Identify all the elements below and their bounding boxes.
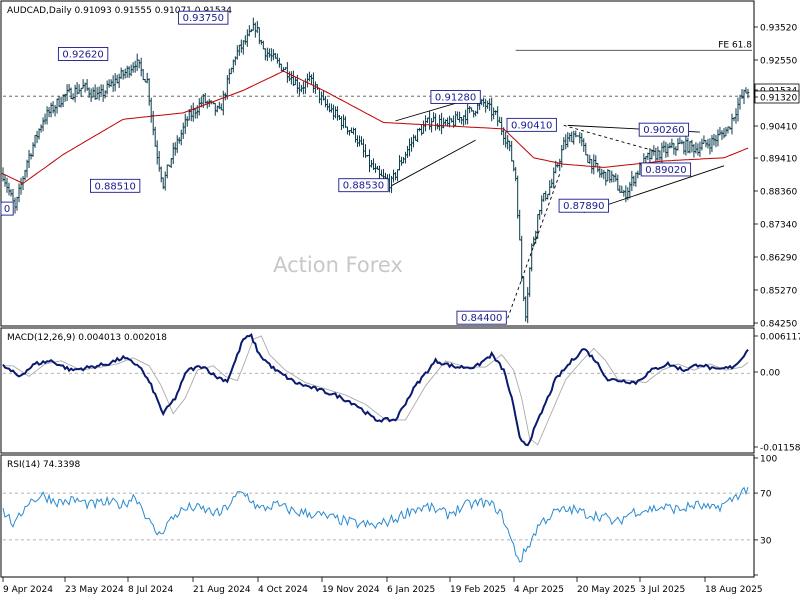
macd-axis: 0.006117 0.00 -0.011587	[754, 333, 800, 454]
annotation-label: 0.89020	[645, 165, 686, 176]
price-tick-label: 0.86290	[760, 254, 797, 264]
date-tick-label: 21 Aug 2024	[193, 585, 251, 595]
rsi-tick-label: 70	[760, 490, 772, 500]
annotation-box: 0.84400	[456, 310, 507, 325]
price-panel-frame	[0, 0, 755, 327]
annotation-box: 0.93750	[178, 10, 229, 25]
annotation-label: 0.88510	[94, 181, 135, 192]
rsi-line	[2, 486, 749, 563]
price-tick-label: 0.87340	[760, 221, 797, 231]
ma-line	[2, 70, 749, 184]
annotation-box: 0.87890	[558, 198, 609, 213]
price-annotations: 0.92620 0.93750 0.88510 0.91280 0.88530 0.904…	[0, 10, 692, 325]
annotation-box: 0.88530	[338, 178, 389, 193]
annotation-label: 0.91280	[435, 92, 476, 103]
price-tick-label: 0.91320	[760, 94, 797, 104]
macd-main-line	[2, 333, 749, 447]
date-tick-label: 4 Apr 2025	[514, 585, 564, 595]
trendline-dashed-pullback	[563, 124, 656, 152]
macd-header: MACD(12,26,9) 0.004013 0.002018	[7, 333, 167, 343]
date-tick-label: 3 Jul 2025	[640, 585, 685, 595]
rsi-header: RSI(14) 74.3398	[7, 460, 80, 470]
macd-series	[2, 333, 752, 447]
annotation-box: 0.90260	[638, 122, 690, 137]
rsi-tick-label: 100	[760, 455, 777, 465]
annotation-box: 0.90410	[506, 117, 557, 132]
rsi-axis: 100 70 30	[754, 455, 777, 576]
price-tick-label: 0.90410	[760, 123, 797, 133]
price-tick-label: 0.84250	[760, 320, 797, 330]
macd-panel-frame	[0, 327, 755, 454]
annotation-label: 0.88530	[343, 181, 384, 192]
annotation-box: 0	[0, 201, 14, 216]
annotation-label: 0.90410	[511, 120, 552, 131]
date-tick-label: 6 Jan 2025	[387, 585, 435, 595]
price-tick-label: 0.93520	[760, 24, 797, 34]
price-header: AUDCAD,Daily 0.91093 0.91555 0.91071 0.9…	[7, 6, 232, 16]
date-tick-label: 20 May 2025	[577, 585, 636, 595]
rsi-series	[2, 486, 752, 563]
rsi-tick-label: 30	[760, 536, 772, 546]
date-tick-label: 4 Oct 2024	[258, 585, 308, 595]
macd-tick-label: 0.00	[760, 369, 780, 379]
trendline-lower-channel	[391, 139, 476, 187]
price-tick-label: 0.88360	[760, 188, 797, 198]
date-tick-label: 19 Feb 2025	[450, 585, 506, 595]
annotation-box: 0.89020	[640, 162, 692, 177]
date-tick-label: 8 Jul 2024	[128, 585, 173, 595]
annotation-box: 0.91280	[430, 90, 481, 104]
annotation-label: 0.93750	[183, 13, 224, 24]
date-tick-label: 9 Apr 2024	[3, 585, 53, 595]
watermark-text: Action Forex	[273, 253, 403, 277]
macd-tick-label: -0.011587	[760, 444, 800, 454]
price-bar	[746, 88, 750, 99]
date-axis: 9 Apr 2024 23 May 2024 8 Jul 2024 21 Aug 20…	[2, 577, 763, 595]
price-reference-lines: FE 61.8	[3, 40, 752, 97]
date-tick-label: 18 Aug 2025	[705, 585, 763, 595]
macd-tick-label: 0.006117	[760, 333, 800, 343]
moving-average-line	[2, 70, 749, 184]
annotation-label: 0.84400	[461, 313, 502, 324]
annotation-label: 0.92620	[62, 49, 103, 60]
date-tick-label: 23 May 2024	[65, 585, 124, 595]
fe-level-label: FE 61.8	[718, 40, 752, 50]
annotation-box: 0.88510	[90, 178, 141, 193]
price-tick-label: 0.85270	[760, 287, 797, 297]
price-axis: 0.935200.925500.915340.913200.904100.894…	[754, 24, 800, 330]
annotation-label: 0.90260	[643, 125, 684, 136]
trendline-dashed-rally	[507, 173, 561, 319]
date-tick-label: 19 Nov 2024	[322, 585, 380, 595]
annotation-box: 0.92620	[57, 47, 109, 61]
price-tick-label: 0.92550	[760, 57, 797, 67]
price-tick-label: 0.89410	[760, 155, 797, 165]
rsi-panel-frame	[0, 454, 755, 578]
price-series	[1, 17, 750, 324]
annotation-label: 0	[4, 204, 10, 215]
annotation-label: 0.87890	[563, 201, 604, 212]
